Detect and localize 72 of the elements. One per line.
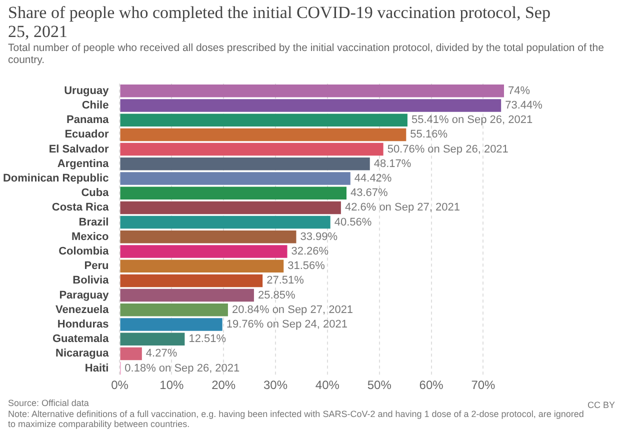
data-label: 27.51%: [266, 274, 304, 287]
data-label: 74%: [508, 84, 530, 97]
x-tick-label: 40%: [315, 378, 340, 392]
text: Note: Alternative definitions of a full vaccination, e.g. having been infected with SARS-CoV-2 and having 1 dose of a 2-dose protocol, are ignored to maximize comparability between countries.: [8, 408, 584, 429]
bar: [120, 142, 384, 156]
y-tick-label: Bolivia: [72, 274, 110, 287]
y-tick-label: Panama: [66, 114, 110, 126]
x-tick-label: 0%: [111, 378, 129, 392]
bar: [120, 128, 406, 142]
bar: [120, 288, 254, 302]
data-label: 12.51%: [188, 333, 226, 346]
x-tick-label: 60%: [419, 378, 444, 392]
y-tick-label: Dominican Republic: [2, 172, 109, 185]
y-tick-label: Chile: [82, 100, 109, 112]
x-tick-label: 20%: [212, 378, 236, 392]
bar: [120, 347, 142, 360]
text: CC BY: [587, 400, 615, 410]
y-tick-label: Honduras: [57, 318, 109, 331]
data-label: 42.6% on Sep 27, 2021: [344, 202, 460, 214]
y-tick-label: Haiti: [84, 362, 109, 374]
data-label: 55.16%: [410, 128, 448, 141]
data-label: 31.56%: [288, 260, 326, 272]
bar: [120, 99, 502, 112]
data-label: 33.99%: [300, 230, 338, 243]
data-label: 25.85%: [258, 289, 296, 302]
data-label: 44.42%: [354, 172, 392, 185]
bar: [120, 318, 222, 331]
y-tick-label: Colombia: [58, 246, 110, 258]
data-label: 50.76% on Sep 26, 2021: [387, 143, 508, 156]
data-label: 20.84% on Sep 27, 2021: [232, 304, 354, 316]
data-label: 32.26%: [291, 246, 329, 258]
chart-subtitle: Total number of people who received all doses prescribed by the initial vaccination protocol, divided by the total population of the country.: [8, 42, 605, 66]
y-tick-label: Ecuador: [64, 128, 110, 141]
data-label: 40.56%: [334, 216, 372, 228]
y-tick-label: Paraguay: [59, 289, 110, 302]
data-label: 0.18% on Sep 26, 2021: [124, 362, 240, 374]
bar: [120, 304, 228, 316]
y-tick-label: El Salvador: [48, 143, 110, 156]
bar: [120, 274, 263, 288]
y-tick-label: Peru: [84, 260, 109, 272]
bar: [120, 230, 296, 244]
data-label: 55.41% on Sep 26, 2021: [411, 114, 533, 126]
source-note: Source: Official data: [8, 398, 89, 408]
bar: [120, 84, 504, 98]
y-tick-label: Brazil: [78, 216, 109, 228]
x-tick-label: 50%: [367, 378, 392, 392]
bar: [120, 186, 347, 200]
y-tick-label: Nicaragua: [56, 348, 110, 360]
bar: [120, 114, 408, 126]
data-label: 48.17%: [374, 158, 412, 170]
y-tick-label: Argentina: [57, 158, 110, 170]
bar: [120, 158, 370, 170]
y-tick-label: Costa Rica: [52, 202, 110, 214]
bar: [120, 260, 284, 272]
data-label: 19.76% on Sep 24, 2021: [226, 318, 348, 331]
data-label: 43.67%: [350, 187, 388, 200]
bar: [120, 201, 341, 214]
x-tick-label: 10%: [160, 378, 184, 392]
bar: [120, 245, 288, 258]
y-tick-label: Venezuela: [56, 304, 110, 316]
y-tick-label: Mexico: [71, 230, 110, 243]
y-tick-label: Uruguay: [64, 84, 110, 97]
data-label: 73.44%: [505, 100, 543, 112]
bar: [120, 332, 185, 346]
y-tick-label: Cuba: [81, 187, 110, 200]
y-tick-label: Guatemala: [52, 333, 110, 346]
bar: [120, 172, 350, 185]
bar: [120, 216, 330, 229]
x-tick-label: 30%: [264, 378, 288, 392]
x-tick-label: 70%: [471, 378, 496, 392]
chart-title: Share of people who completed the initial COVID-19 vaccination protocol, Sep 25, 2021: [8, 3, 552, 41]
data-label: 4.27%: [146, 348, 178, 360]
